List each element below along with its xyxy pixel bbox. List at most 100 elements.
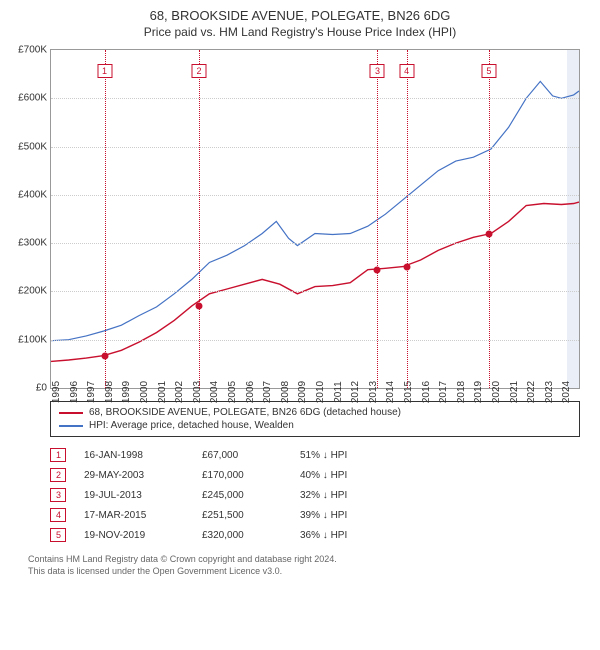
sale-ref-line [199, 50, 200, 388]
hpi-line [51, 81, 579, 340]
x-tick-label: 2009 [297, 381, 308, 403]
x-tick-label: 2006 [245, 381, 256, 403]
sale-date: 17-MAR-2015 [84, 510, 184, 521]
legend-label-property: 68, BROOKSIDE AVENUE, POLEGATE, BN26 6DG… [89, 407, 401, 418]
sale-price: £251,500 [202, 510, 282, 521]
chart-subtitle: Price paid vs. HM Land Registry's House … [14, 25, 586, 39]
sale-price: £170,000 [202, 470, 282, 481]
x-tick-label: 2000 [139, 381, 150, 403]
x-tick-label: 2001 [157, 381, 168, 403]
x-tick-label: 2012 [350, 381, 361, 403]
sale-index: 5 [50, 528, 66, 542]
sale-point [101, 352, 108, 359]
sales-table-row: 3 19-JUL-2013 £245,000 32% ↓ HPI [50, 485, 580, 505]
y-tick-label: £0 [36, 383, 47, 394]
attribution: Contains HM Land Registry data © Crown c… [28, 553, 580, 577]
sale-point [485, 230, 492, 237]
sale-vs-hpi: 39% ↓ HPI [300, 510, 400, 521]
sale-ref-line [407, 50, 408, 388]
legend-item-property: 68, BROOKSIDE AVENUE, POLEGATE, BN26 6DG… [59, 406, 571, 419]
sale-price: £245,000 [202, 490, 282, 501]
x-tick-label: 2016 [421, 381, 432, 403]
x-tick-label: 2014 [385, 381, 396, 403]
sale-vs-hpi: 32% ↓ HPI [300, 490, 400, 501]
sale-ref-line [105, 50, 106, 388]
sale-date: 29-MAY-2003 [84, 470, 184, 481]
attribution-line2: This data is licensed under the Open Gov… [28, 565, 580, 577]
x-tick-label: 2008 [280, 381, 291, 403]
x-tick-label: 2011 [333, 381, 344, 403]
x-tick-label: 2007 [262, 381, 273, 403]
plot-area: £0£100K£200K£300K£400K£500K£600K£700K199… [50, 49, 580, 389]
x-tick-label: 2018 [456, 381, 467, 403]
sales-table-row: 1 16-JAN-1998 £67,000 51% ↓ HPI [50, 445, 580, 465]
y-tick-label: £500K [18, 141, 47, 152]
x-tick-label: 2010 [315, 381, 326, 403]
sale-index: 3 [50, 488, 66, 502]
x-tick-label: 1997 [86, 381, 97, 403]
y-tick-label: £200K [18, 286, 47, 297]
sale-ref-line [489, 50, 490, 388]
legend-swatch-hpi [59, 425, 83, 427]
sale-marker: 2 [192, 64, 207, 78]
x-tick-label: 2019 [473, 381, 484, 403]
legend: 68, BROOKSIDE AVENUE, POLEGATE, BN26 6DG… [50, 401, 580, 437]
y-tick-label: £700K [18, 45, 47, 56]
gridline [51, 291, 579, 292]
sale-marker: 3 [370, 64, 385, 78]
sale-index: 1 [50, 448, 66, 462]
x-tick-label: 2022 [526, 381, 537, 403]
sale-marker: 1 [97, 64, 112, 78]
x-tick-label: 2015 [403, 381, 414, 403]
sale-marker: 5 [481, 64, 496, 78]
gridline [51, 340, 579, 341]
property-line [51, 202, 579, 361]
sale-vs-hpi: 51% ↓ HPI [300, 450, 400, 461]
sale-ref-line [377, 50, 378, 388]
x-tick-label: 1995 [51, 381, 62, 403]
x-tick-label: 2004 [209, 381, 220, 403]
sales-table-row: 2 29-MAY-2003 £170,000 40% ↓ HPI [50, 465, 580, 485]
sales-table: 1 16-JAN-1998 £67,000 51% ↓ HPI 2 29-MAY-2003… [50, 445, 580, 545]
x-tick-label: 2005 [227, 381, 238, 403]
sale-date: 16-JAN-1998 [84, 450, 184, 461]
gridline [51, 147, 579, 148]
sale-marker: 4 [399, 64, 414, 78]
legend-swatch-property [59, 412, 83, 414]
sale-point [403, 263, 410, 270]
x-tick-label: 2023 [544, 381, 555, 403]
chart-container: 68, BROOKSIDE AVENUE, POLEGATE, BN26 6DG… [0, 0, 600, 583]
attribution-line1: Contains HM Land Registry data © Crown c… [28, 553, 580, 565]
gridline [51, 98, 579, 99]
y-tick-label: £100K [18, 334, 47, 345]
chart-title: 68, BROOKSIDE AVENUE, POLEGATE, BN26 6DG [14, 8, 586, 23]
sale-date: 19-JUL-2013 [84, 490, 184, 501]
x-tick-label: 2020 [491, 381, 502, 403]
sale-index: 4 [50, 508, 66, 522]
legend-label-hpi: HPI: Average price, detached house, Weal… [89, 420, 294, 431]
gridline [51, 195, 579, 196]
x-tick-label: 2002 [174, 381, 185, 403]
sale-point [196, 302, 203, 309]
legend-item-hpi: HPI: Average price, detached house, Weal… [59, 419, 571, 432]
gridline [51, 243, 579, 244]
x-tick-label: 2003 [192, 381, 203, 403]
sale-date: 19-NOV-2019 [84, 530, 184, 541]
x-tick-label: 1996 [69, 381, 80, 403]
y-tick-label: £300K [18, 238, 47, 249]
x-tick-label: 2021 [509, 381, 520, 403]
sale-vs-hpi: 40% ↓ HPI [300, 470, 400, 481]
x-tick-label: 2017 [438, 381, 449, 403]
x-tick-label: 1999 [121, 381, 132, 403]
sale-price: £320,000 [202, 530, 282, 541]
x-tick-label: 2024 [561, 381, 572, 403]
sales-table-row: 4 17-MAR-2015 £251,500 39% ↓ HPI [50, 505, 580, 525]
sale-vs-hpi: 36% ↓ HPI [300, 530, 400, 541]
y-tick-label: £400K [18, 189, 47, 200]
sale-price: £67,000 [202, 450, 282, 461]
sale-point [374, 266, 381, 273]
line-layer [51, 50, 579, 388]
y-tick-label: £600K [18, 93, 47, 104]
sales-table-row: 5 19-NOV-2019 £320,000 36% ↓ HPI [50, 525, 580, 545]
sale-index: 2 [50, 468, 66, 482]
